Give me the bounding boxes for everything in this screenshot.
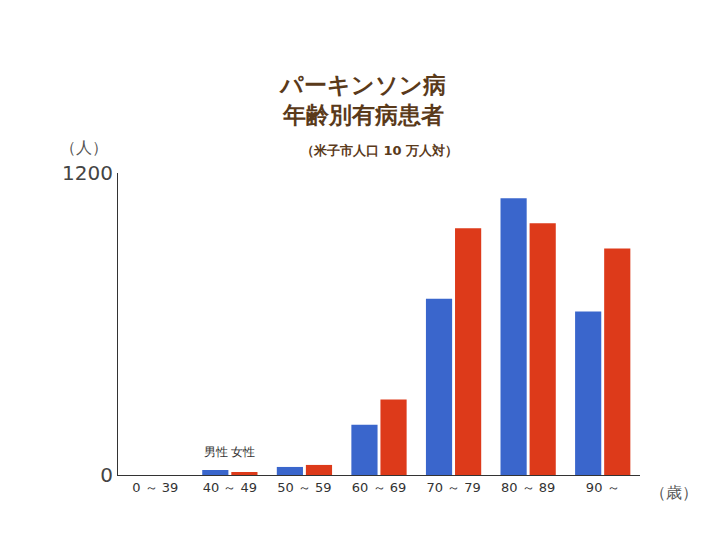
svg-text:90 ～: 90 ～ (586, 480, 620, 495)
svg-text:70 ～ 79: 70 ～ 79 (426, 480, 480, 495)
svg-text:80 ～ 89: 80 ～ 89 (501, 480, 555, 495)
svg-text:パーキンソン病年齢別有病患者: パーキンソン病年齢別有病患者 (278, 72, 446, 128)
svg-text:0: 0 (100, 463, 113, 487)
svg-text:（米子市人口 10 万人対）: （米子市人口 10 万人対） (301, 143, 458, 158)
svg-text:60 ～ 69: 60 ～ 69 (352, 480, 406, 495)
svg-text:（人）: （人） (60, 138, 108, 157)
svg-text:（歳）: （歳） (650, 483, 698, 502)
svg-text:1200: 1200 (62, 161, 113, 185)
svg-text:0 ～ 39: 0 ～ 39 (132, 480, 178, 495)
svg-text:男性: 男性 (204, 445, 228, 459)
svg-text:40 ～ 49: 40 ～ 49 (203, 480, 257, 495)
svg-text:50 ～ 59: 50 ～ 59 (277, 480, 331, 495)
svg-text:女性: 女性 (231, 445, 255, 459)
